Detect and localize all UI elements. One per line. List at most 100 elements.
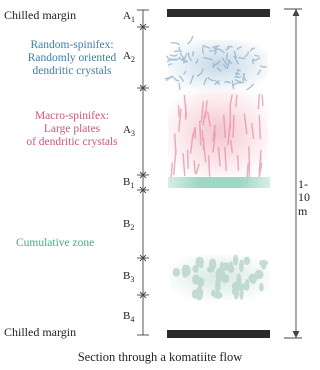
macro-spinifex-plate bbox=[217, 147, 221, 167]
macro-spinifex-plate bbox=[177, 105, 180, 117]
random-spinifex-crystal bbox=[214, 79, 221, 86]
macro-spinifex-line-1: Macro-spinifex: bbox=[34, 110, 110, 122]
cumulate-crystal bbox=[215, 279, 221, 294]
random-spinifex-crystal bbox=[173, 77, 180, 82]
macro-spinifex-texture bbox=[168, 90, 268, 186]
cumulate-crystal bbox=[208, 258, 217, 270]
cumulate-crystal bbox=[254, 269, 264, 280]
random-spinifex-crystal bbox=[178, 46, 183, 53]
cumulate-crystal bbox=[233, 254, 239, 266]
cumulate-crystal bbox=[243, 256, 251, 266]
random-spinifex-crystal bbox=[249, 47, 255, 52]
random-spinifex-crystal bbox=[224, 80, 231, 84]
thickness-scale bbox=[284, 8, 302, 339]
label-cumulative-zone: Cumulative zone bbox=[16, 237, 95, 249]
macro-spinifex-plate bbox=[203, 143, 207, 163]
random-spinifex-crystal bbox=[181, 57, 188, 63]
random-spinifex-crystal bbox=[225, 46, 230, 51]
random-spinifex-crystal bbox=[208, 49, 215, 52]
zone-label-a3: A3 bbox=[123, 124, 135, 139]
cumulate-texture bbox=[170, 254, 270, 301]
random-spinifex-crystal bbox=[227, 59, 233, 64]
macro-spinifex-plate bbox=[204, 100, 208, 119]
random-spinifex-crystal bbox=[234, 78, 245, 84]
macro-spinifex-plate bbox=[195, 163, 200, 175]
macro-spinifex-plate bbox=[222, 114, 226, 138]
random-spinifex-crystal bbox=[253, 57, 261, 62]
cumulate-crystal bbox=[239, 259, 244, 273]
macro-spinifex-plate bbox=[235, 94, 238, 108]
random-spinifex-crystal bbox=[223, 64, 227, 70]
thickness-label: 1-10 m bbox=[297, 177, 320, 219]
zone-label-b3: B3 bbox=[123, 270, 135, 285]
label-random-spinifex: Random-spinifex: Randomly oriented dendr… bbox=[8, 39, 136, 78]
random-spinifex-crystal bbox=[213, 79, 220, 86]
zone-label-b1: B1 bbox=[123, 176, 135, 191]
random-spinifex-crystal bbox=[167, 63, 173, 67]
random-spinifex-crystal bbox=[234, 76, 242, 79]
random-spinifex-crystal bbox=[164, 75, 174, 80]
random-spinifex-crystal bbox=[233, 50, 238, 59]
cumulate-crystal bbox=[240, 283, 250, 290]
random-spinifex-crystal bbox=[203, 77, 208, 86]
macro-spinifex-plate bbox=[261, 94, 264, 106]
random-spinifex-crystal bbox=[194, 58, 199, 64]
random-spinifex-crystal bbox=[183, 70, 187, 75]
random-spinifex-crystal bbox=[169, 54, 178, 57]
random-spinifex-crystal bbox=[202, 44, 211, 49]
cumulate-crystal bbox=[192, 264, 199, 273]
zone-scale bbox=[137, 9, 149, 336]
macro-spinifex-plate bbox=[243, 113, 248, 135]
random-spinifex-crystal bbox=[232, 82, 242, 87]
cumulate-crystal bbox=[183, 264, 191, 277]
random-spinifex-crystal bbox=[189, 74, 195, 85]
macro-spinifex-plate bbox=[206, 111, 211, 127]
figure-caption: Section through a komatiite flow bbox=[77, 350, 243, 364]
random-spinifex-crystal bbox=[236, 68, 242, 72]
macro-spinifex-plate bbox=[258, 156, 262, 171]
random-spinifex-crystal bbox=[251, 57, 255, 65]
random-spinifex-crystal bbox=[234, 72, 241, 75]
random-spinifex-crystal bbox=[187, 52, 193, 62]
random-spinifex-crystal bbox=[192, 51, 195, 57]
random-spinifex-crystal bbox=[165, 76, 174, 82]
random-spinifex-crystal bbox=[238, 56, 246, 60]
cumulate-crystal bbox=[239, 287, 244, 300]
cumulate-crystal bbox=[261, 263, 267, 270]
macro-spinifex-line-2: Large plates bbox=[43, 122, 101, 135]
macro-spinifex-plate bbox=[191, 127, 196, 140]
random-spinifex-crystal bbox=[244, 51, 250, 58]
macro-spinifex-plate bbox=[236, 154, 240, 171]
macro-spinifex-plate bbox=[257, 94, 261, 110]
macro-spinifex-plate bbox=[229, 139, 234, 153]
random-spinifex-crystal bbox=[217, 48, 225, 54]
macro-spinifex-plate bbox=[182, 153, 186, 177]
macro-spinifex-plate bbox=[202, 111, 206, 126]
macro-spinifex-plate bbox=[207, 155, 211, 177]
cumulate-crystal bbox=[233, 287, 239, 300]
random-spinifex-crystal bbox=[254, 54, 260, 57]
random-spinifex-crystal bbox=[201, 46, 205, 55]
random-spinifex-crystal bbox=[242, 72, 247, 82]
random-spinifex-crystal bbox=[245, 83, 255, 91]
random-spinifex-crystal bbox=[172, 56, 181, 61]
zone-label-b4: B4 bbox=[123, 310, 135, 325]
cumulate-crystal bbox=[259, 282, 264, 292]
macro-spinifex-plate bbox=[212, 124, 216, 142]
random-spinifex-crystal bbox=[178, 75, 184, 82]
b1-band bbox=[168, 177, 270, 188]
random-spinifex-crystal bbox=[207, 76, 215, 82]
label-macro-spinifex: Macro-spinifex: Large plates of dendriti… bbox=[8, 110, 136, 149]
zone-label-b2: B2 bbox=[123, 218, 135, 233]
random-spinifex-crystal bbox=[233, 55, 240, 65]
macro-spinifex-plate bbox=[198, 120, 202, 146]
macro-spinifex-line-3: of dendritic crystals bbox=[26, 135, 118, 148]
random-spinifex-line-1: Random-spinifex: bbox=[30, 39, 114, 51]
random-spinifex-crystal bbox=[174, 50, 180, 53]
label-chilled-margin-bottom: Chilled margin bbox=[4, 325, 77, 339]
random-spinifex-line-3: dendritic crystals bbox=[32, 64, 112, 77]
macro-spinifex-plate bbox=[258, 162, 263, 178]
random-spinifex-crystal bbox=[221, 57, 228, 66]
random-spinifex-texture bbox=[164, 35, 268, 93]
macro-spinifex-plate bbox=[251, 122, 255, 140]
